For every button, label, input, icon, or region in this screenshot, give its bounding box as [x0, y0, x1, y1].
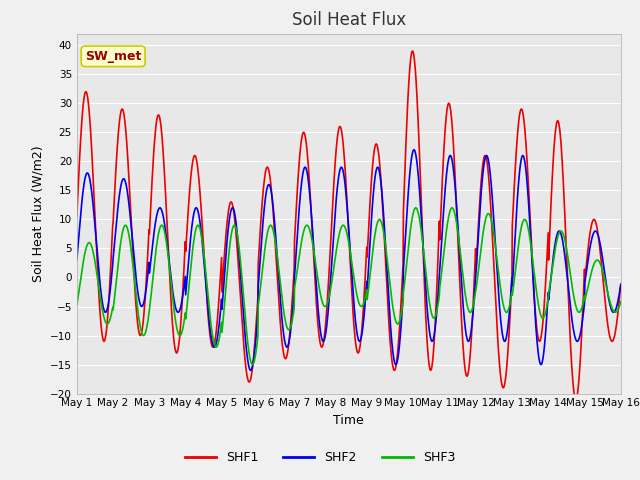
SHF3	[249, 361, 257, 367]
SHF2	[73, 257, 81, 263]
SHF2	[180, 280, 188, 286]
SHF3	[449, 205, 456, 211]
X-axis label: Time: Time	[333, 414, 364, 427]
SHF2	[505, 315, 513, 321]
SHF2	[434, 295, 442, 301]
SHF1	[73, 214, 81, 219]
SHF3	[180, 315, 188, 321]
SHF1	[409, 48, 417, 54]
SHF3	[505, 305, 513, 311]
SHF1	[617, 281, 625, 287]
SHF3	[255, 297, 263, 302]
SHF3	[73, 302, 81, 308]
SHF1	[194, 166, 202, 171]
Y-axis label: Soil Heat Flux (W/m2): Soil Heat Flux (W/m2)	[31, 145, 44, 282]
Line: SHF3: SHF3	[77, 208, 621, 364]
SHF2	[194, 207, 202, 213]
SHF3	[553, 238, 561, 243]
SHF2	[255, 273, 263, 278]
Title: Soil Heat Flux: Soil Heat Flux	[292, 11, 406, 29]
Line: SHF1: SHF1	[77, 51, 621, 399]
Text: SW_met: SW_met	[85, 50, 141, 63]
SHF3	[194, 222, 202, 228]
SHF2	[617, 281, 625, 287]
SHF2	[410, 147, 418, 153]
SHF3	[617, 299, 625, 304]
SHF1	[505, 339, 513, 345]
SHF1	[572, 396, 580, 402]
SHF2	[553, 232, 561, 238]
SHF2	[247, 368, 255, 373]
Legend: SHF1, SHF2, SHF3: SHF1, SHF2, SHF3	[180, 446, 460, 469]
SHF3	[434, 305, 442, 311]
SHF1	[434, 269, 442, 275]
SHF1	[553, 120, 561, 126]
Line: SHF2: SHF2	[77, 150, 621, 371]
SHF1	[180, 254, 188, 260]
SHF1	[255, 254, 262, 260]
